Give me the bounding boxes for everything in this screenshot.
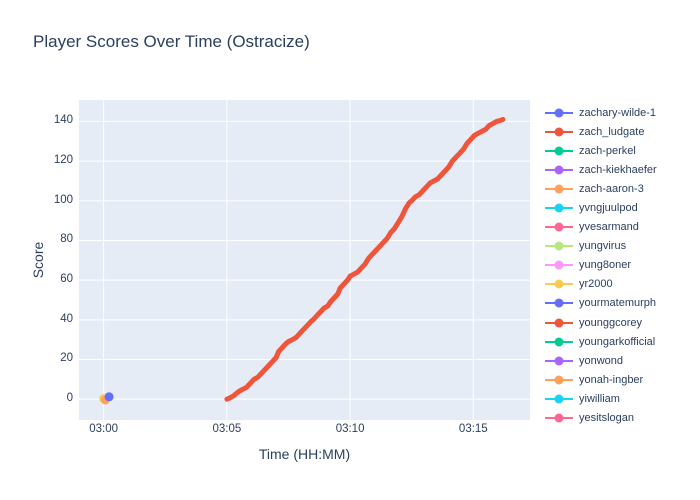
legend-marker-icon [545, 298, 573, 308]
legend-marker-icon [545, 279, 573, 289]
legend-item-yesitslogan[interactable]: yesitslogan [544, 409, 700, 426]
legend-label: yesitslogan [579, 412, 635, 425]
legend-label: yonwond [579, 354, 624, 367]
legend: zachary-wilde-1 zach_ludgate zach-perkel za… [544, 103, 700, 425]
legend-marker-icon [545, 337, 573, 347]
legend-marker-icon [545, 375, 573, 385]
legend-item-younggcorey[interactable]: younggcorey [544, 313, 700, 332]
legend-marker-icon [545, 394, 573, 404]
legend-item-yiwilliam[interactable]: yiwilliam [544, 389, 700, 408]
legend-label: youngarkofficial [579, 335, 656, 348]
y-tick-label: 40 [60, 312, 73, 325]
legend-label: zach-kiekhaefer [579, 163, 657, 176]
legend-item-yonwond[interactable]: yonwond [544, 351, 700, 370]
y-axis-title: Score [30, 241, 46, 279]
y-tick-label: 60 [60, 273, 73, 286]
legend-label: zach_ludgate [579, 125, 645, 138]
legend-item-yr2000[interactable]: yr2000 [544, 275, 700, 294]
legend-item-youngarkofficial[interactable]: youngarkofficial [544, 332, 700, 351]
legend-marker-icon [545, 413, 573, 423]
legend-label: yonah-ingber [579, 373, 644, 386]
legend-item-zach-aaron-3[interactable]: zach-aaron-3 [544, 179, 700, 198]
legend-label: younggcorey [579, 316, 642, 329]
legend-label: yvesarmand [579, 221, 639, 234]
legend-marker-icon [545, 146, 573, 156]
legend-label: zachary-wilde-1 [579, 106, 657, 119]
legend-item-yvesarmand[interactable]: yvesarmand [544, 218, 700, 237]
y-tick-label: 140 [53, 114, 73, 127]
legend-label: yungvirus [579, 240, 627, 253]
legend-item-zach_ludgate[interactable]: zach_ludgate [544, 122, 700, 141]
legend-label: zach-aaron-3 [579, 182, 644, 195]
legend-label: yourmatemurph [579, 297, 657, 310]
legend-marker-icon [545, 127, 573, 137]
legend-marker-icon [545, 165, 573, 175]
legend-item-zach-perkel[interactable]: zach-perkel [544, 141, 700, 160]
legend-label: zach-perkel [579, 144, 636, 157]
chart-title: Player Scores Over Time (Ostracize) [33, 32, 310, 51]
legend-marker-icon [545, 108, 573, 118]
legend-marker-icon [545, 184, 573, 194]
legend-marker-icon [545, 260, 573, 270]
legend-item-yung8oner[interactable]: yung8oner [544, 256, 700, 275]
plot-area[interactable] [79, 100, 530, 420]
y-tick-label: 120 [53, 154, 73, 167]
legend-item-yonah-ingber[interactable]: yonah-ingber [544, 370, 700, 389]
x-tick-label: 03:10 [335, 423, 365, 435]
x-axis-title: Time (HH:MM) [258, 446, 351, 462]
y-tick-label: 20 [60, 352, 73, 365]
plot-svg [79, 100, 530, 420]
legend-marker-icon [545, 356, 573, 366]
legend-label: yiwilliam [579, 392, 620, 405]
legend-item-yourmatemurph[interactable]: yourmatemurph [544, 294, 700, 313]
legend-item-yungvirus[interactable]: yungvirus [544, 237, 700, 256]
legend-marker-icon [545, 203, 573, 213]
series-marker-zachary-wilde-1 [104, 392, 114, 402]
legend-label: yung8oner [579, 259, 631, 272]
x-tick-label: 03:15 [458, 423, 488, 435]
legend-marker-icon [545, 222, 573, 232]
legend-item-zach-kiekhaefer[interactable]: zach-kiekhaefer [544, 160, 700, 179]
series-line-zach_ludgate [224, 116, 506, 402]
legend-label: yvngjuulpod [579, 202, 638, 215]
x-tick-label: 03:05 [212, 423, 242, 435]
legend-item-zachary-wilde-1[interactable]: zachary-wilde-1 [544, 103, 700, 122]
y-tick-label: 0 [66, 392, 73, 405]
y-tick-label: 80 [60, 233, 73, 246]
legend-marker-icon [545, 318, 573, 328]
x-tick-label: 03:00 [89, 423, 119, 435]
y-tick-label: 100 [53, 193, 73, 206]
legend-label: yr2000 [579, 278, 613, 291]
legend-marker-icon [545, 241, 573, 251]
legend-item-yvngjuulpod[interactable]: yvngjuulpod [544, 198, 700, 217]
